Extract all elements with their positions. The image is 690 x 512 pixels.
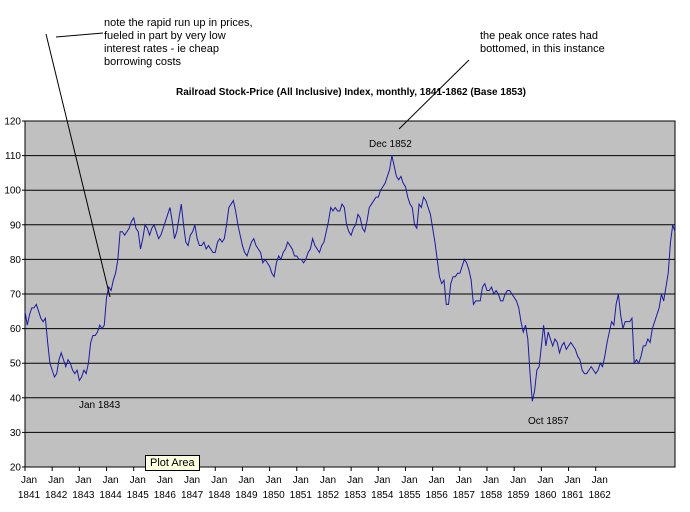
- x-tick-label-year: 1848: [208, 490, 231, 501]
- y-tick-label: 80: [10, 255, 22, 266]
- x-tick-label-year: 1849: [235, 490, 258, 501]
- gridlines: [25, 155, 675, 433]
- y-tick-label: 120: [4, 117, 21, 128]
- x-tick-label-year: 1853: [344, 490, 367, 501]
- x-tick-label-month: Jan: [564, 475, 580, 486]
- x-tick-label-year: 1855: [398, 490, 421, 501]
- y-tick-label: 100: [4, 186, 21, 197]
- x-tick-label-year: 1851: [290, 490, 313, 501]
- label-dec-1852: Dec 1852: [369, 139, 412, 150]
- plot-area-tooltip: Plot Area: [145, 455, 200, 471]
- y-tick-label: 40: [10, 393, 22, 404]
- x-tick-label-month: Jan: [293, 475, 309, 486]
- x-axis: Jan 1841 Jan 1842 Jan 1843 Jan 1844 Jan 1845 Jan 18…: [18, 467, 611, 501]
- x-tick-label-month: Jan: [374, 475, 390, 486]
- x-tick-label-month: Jan: [157, 475, 173, 486]
- x-tick-label-year: 1854: [371, 490, 394, 501]
- y-tick-label: 60: [10, 324, 22, 335]
- x-tick-label-year: 1861: [561, 490, 584, 501]
- x-tick-label-month: Jan: [510, 475, 526, 486]
- x-tick-label-year: 1847: [181, 490, 204, 501]
- series-line: [24, 155, 676, 402]
- x-tick-label-year: 1841: [18, 490, 41, 501]
- y-tick-label: 90: [10, 220, 22, 231]
- x-tick-label-month: Jan: [184, 475, 200, 486]
- x-tick-label-month: Jan: [483, 475, 499, 486]
- x-tick-label-year: 1844: [99, 490, 122, 501]
- x-tick-label-year: 1852: [317, 490, 340, 501]
- y-tick-label: 20: [10, 463, 22, 474]
- x-tick-label-month: Jan: [75, 475, 91, 486]
- x-tick-label-month: Jan: [537, 475, 553, 486]
- label-oct-1857: Oct 1857: [528, 416, 569, 427]
- x-tick-label-month: Jan: [592, 475, 608, 486]
- y-tick-label: 110: [5, 151, 21, 162]
- x-tick-label-year: 1856: [426, 490, 449, 501]
- x-tick-label-month: Jan: [48, 475, 64, 486]
- annotation-arrow-right: [398, 59, 470, 130]
- label-jan-1843: Jan 1843: [79, 400, 121, 411]
- x-tick-label-year: 1860: [534, 490, 557, 501]
- x-tick-label-year: 1842: [45, 490, 68, 501]
- y-tick-label: 70: [10, 290, 22, 301]
- x-tick-label-year: 1858: [480, 490, 503, 501]
- x-tick-label-year: 1850: [262, 490, 285, 501]
- x-tick-label-month: Jan: [401, 475, 417, 486]
- y-axis: 20 30 40 50 60 70 80 90 100 110 120: [4, 117, 25, 474]
- x-tick-label-month: Jan: [320, 475, 336, 486]
- annotation-connector-left: [55, 32, 104, 38]
- x-tick-label-year: 1859: [507, 490, 530, 501]
- x-tick-label-month: Jan: [456, 475, 472, 486]
- x-tick-label-month: Jan: [347, 475, 363, 486]
- x-tick-label-year: 1843: [72, 490, 95, 501]
- x-tick-label-month: Jan: [21, 475, 37, 486]
- x-tick-label-month: Jan: [429, 475, 445, 486]
- annotation-arrow-left: [45, 33, 111, 298]
- annotation-note-left: note the rapid run up in prices, fueled …: [104, 17, 253, 68]
- y-tick-label: 30: [10, 428, 22, 439]
- x-tick-label-month: Jan: [238, 475, 254, 486]
- x-tick-label-month: Jan: [266, 475, 282, 486]
- chart-title: Railroad Stock-Price (All Inclusive) Ind…: [176, 87, 526, 98]
- x-tick-label-year: 1862: [589, 490, 612, 501]
- x-tick-label-year: 1857: [453, 490, 476, 501]
- annotation-note-right: the peak once rates had bottomed, in thi…: [480, 30, 605, 55]
- x-tick-label-year: 1846: [154, 490, 177, 501]
- x-tick-label-month: Jan: [211, 475, 227, 486]
- y-tick-label: 50: [10, 359, 22, 370]
- x-tick-label-year: 1845: [127, 490, 150, 501]
- x-tick-label-month: Jan: [130, 475, 146, 486]
- x-tick-label-month: Jan: [102, 475, 118, 486]
